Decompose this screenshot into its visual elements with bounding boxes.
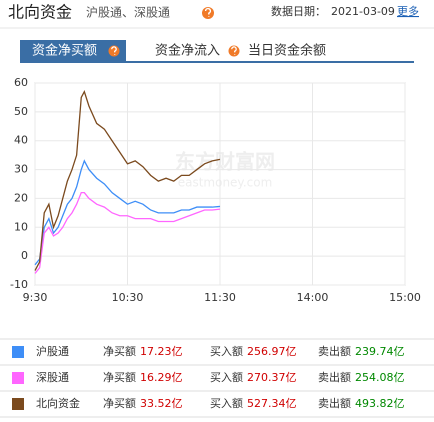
help-icon[interactable] [108,45,120,57]
x-tick-label: 9:30 [23,291,48,304]
y-tick-label: 60 [14,76,28,89]
series-line [34,192,221,274]
buy-label: 买入额 [210,371,243,384]
sell-value: 254.08亿 [355,371,405,384]
tab[interactable]: 资金净流入 [155,43,220,59]
tab[interactable]: 资金净买额 [32,43,97,59]
x-tick-label: 14:00 [297,291,329,304]
y-tick-label: 30 [14,163,28,176]
y-tick-label: 10 [14,220,28,233]
buy-label: 买入额 [210,345,243,358]
sell-label: 卖出额 [318,396,351,410]
buy-label: 买入额 [210,397,243,410]
y-tick-label: 0 [21,249,28,262]
net-value: 17.23亿 [140,345,183,358]
legend-swatch [12,398,24,410]
net-value: 16.29亿 [140,371,183,384]
legend-name: 深股通 [36,371,69,384]
buy-value: 270.37亿 [247,371,297,384]
sell-label: 卖出额 [318,344,351,358]
sell-value: 493.82亿 [355,397,405,410]
sell-label: 卖出额 [318,370,351,384]
date: 2021-03-09 [331,5,395,18]
more-link[interactable]: 更多 [397,4,419,18]
net-label: 净买额 [103,396,136,410]
net-label: 净买额 [103,370,136,384]
help-icon[interactable] [228,45,240,57]
x-tick-label: 10:30 [112,291,144,304]
legend-name: 北向资金 [36,396,80,410]
title: 北向资金 [8,3,72,22]
y-tick-label: 20 [14,191,28,204]
help-icon[interactable] [202,7,214,19]
tab[interactable]: 当日资金余额 [248,43,326,59]
x-tick-label: 11:30 [204,291,236,304]
subtitle: 沪股通、深股通 [86,6,170,20]
active-tab-bg [20,40,126,62]
buy-value: 527.34亿 [247,397,297,410]
series-line [34,159,221,266]
legend-name: 沪股通 [36,344,69,358]
y-tick-label: -10 [10,278,28,291]
sell-value: 239.74亿 [355,345,405,358]
x-tick-label: 15:00 [389,291,421,304]
legend-swatch [12,346,24,358]
net-label: 净买额 [103,344,136,358]
buy-value: 256.97亿 [247,345,297,358]
watermark: eastmoney.com [178,176,273,190]
y-tick-label: 40 [14,134,28,147]
y-tick-label: 50 [14,105,28,118]
legend-swatch [12,372,24,384]
date-label: 数据日期： [271,4,326,18]
series-line [34,89,221,271]
net-value: 33.52亿 [140,397,183,410]
